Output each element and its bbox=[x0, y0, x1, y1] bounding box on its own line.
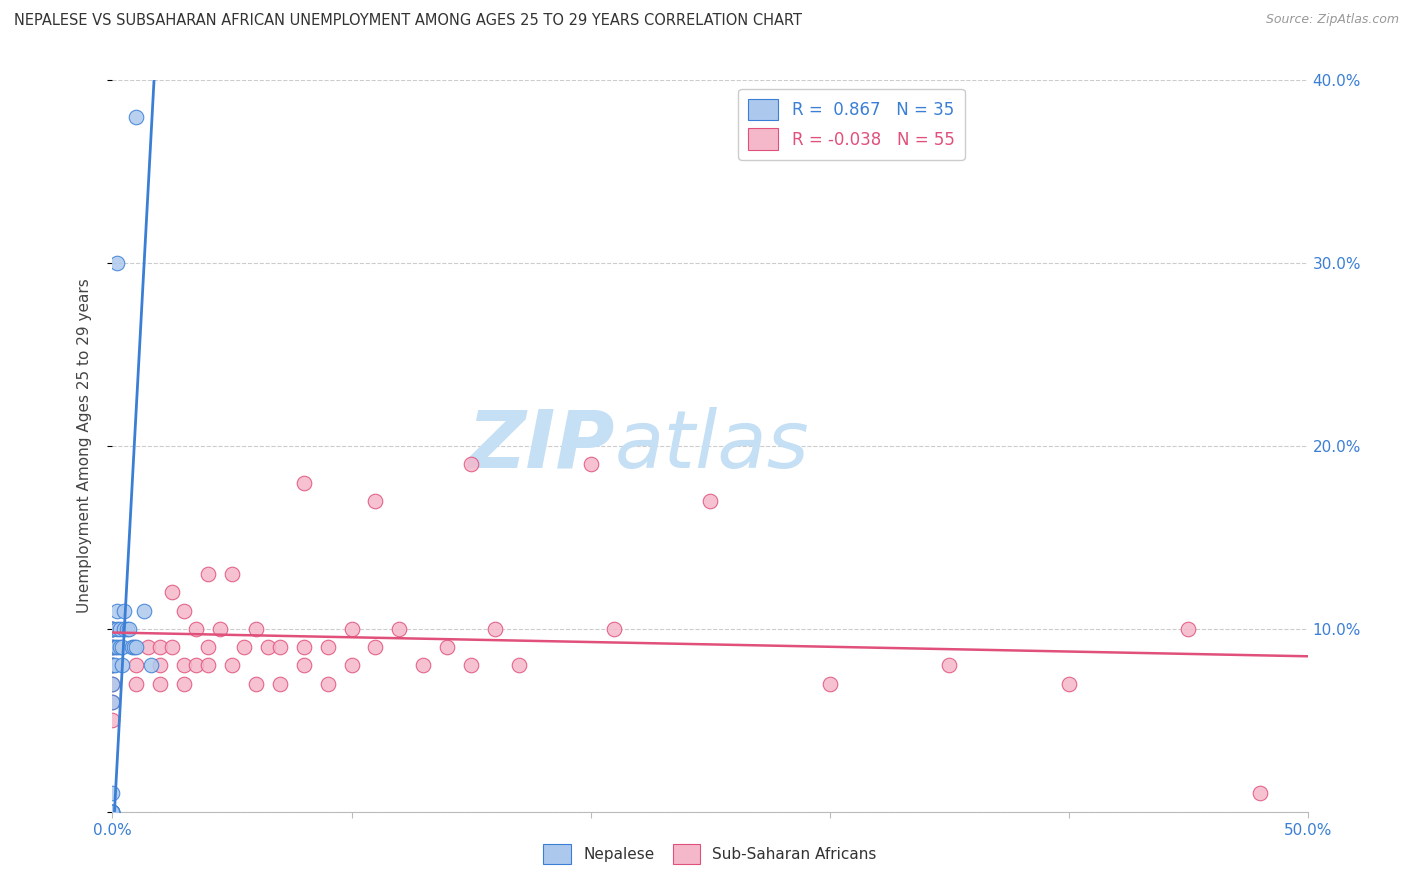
Point bbox=[101, 805, 124, 819]
Point bbox=[162, 585, 183, 599]
Point bbox=[114, 603, 135, 617]
Point bbox=[173, 676, 195, 690]
Text: atlas: atlas bbox=[614, 407, 810, 485]
Point bbox=[111, 658, 134, 673]
Point bbox=[938, 658, 960, 673]
Point bbox=[101, 622, 124, 636]
Point bbox=[232, 640, 256, 655]
Point bbox=[101, 805, 124, 819]
Point bbox=[122, 640, 145, 655]
Point bbox=[269, 640, 291, 655]
Point bbox=[138, 640, 160, 655]
Point bbox=[699, 493, 721, 508]
Point bbox=[101, 640, 124, 655]
Point bbox=[101, 805, 124, 819]
Point bbox=[208, 622, 231, 636]
Point bbox=[101, 676, 124, 690]
Point bbox=[603, 622, 626, 636]
Point bbox=[125, 658, 148, 673]
Point bbox=[108, 622, 131, 636]
Point bbox=[105, 256, 128, 270]
Y-axis label: Unemployment Among Ages 25 to 29 years: Unemployment Among Ages 25 to 29 years bbox=[77, 278, 91, 614]
Point bbox=[245, 622, 267, 636]
Point bbox=[818, 676, 841, 690]
Point bbox=[197, 640, 219, 655]
Point bbox=[460, 658, 482, 673]
Point bbox=[508, 658, 530, 673]
Point bbox=[1177, 622, 1199, 636]
Point bbox=[340, 622, 363, 636]
Point bbox=[1249, 787, 1271, 801]
Point bbox=[316, 640, 339, 655]
Point bbox=[101, 695, 124, 709]
Point bbox=[105, 640, 128, 655]
Text: NEPALESE VS SUBSAHARAN AFRICAN UNEMPLOYMENT AMONG AGES 25 TO 29 YEARS CORRELATIO: NEPALESE VS SUBSAHARAN AFRICAN UNEMPLOYM… bbox=[14, 13, 801, 29]
Point bbox=[292, 640, 315, 655]
Point bbox=[221, 658, 243, 673]
Point bbox=[101, 640, 124, 655]
Point bbox=[101, 805, 124, 819]
Point bbox=[101, 658, 124, 673]
Point bbox=[108, 640, 131, 655]
Point bbox=[105, 603, 128, 617]
Point bbox=[101, 676, 124, 690]
Point bbox=[221, 567, 243, 582]
Point bbox=[186, 658, 208, 673]
Point bbox=[364, 640, 387, 655]
Point bbox=[101, 805, 124, 819]
Point bbox=[579, 458, 602, 472]
Point bbox=[364, 493, 387, 508]
Point bbox=[104, 640, 127, 655]
Point bbox=[105, 622, 128, 636]
Point bbox=[484, 622, 506, 636]
Point bbox=[292, 658, 315, 673]
Point bbox=[197, 567, 219, 582]
Point bbox=[101, 622, 124, 636]
Point bbox=[101, 658, 124, 673]
Point bbox=[316, 676, 339, 690]
Point bbox=[173, 658, 195, 673]
Point bbox=[104, 658, 127, 673]
Point bbox=[173, 603, 195, 617]
Point bbox=[101, 640, 124, 655]
Point bbox=[186, 622, 208, 636]
Point bbox=[114, 622, 135, 636]
Point bbox=[125, 110, 148, 124]
Point bbox=[101, 714, 124, 728]
Text: Source: ZipAtlas.com: Source: ZipAtlas.com bbox=[1265, 13, 1399, 27]
Point bbox=[111, 640, 134, 655]
Point bbox=[125, 676, 148, 690]
Point bbox=[257, 640, 280, 655]
Point bbox=[149, 640, 172, 655]
Point bbox=[132, 603, 155, 617]
Point bbox=[101, 622, 124, 636]
Legend: Nepalese, Sub-Saharan Africans: Nepalese, Sub-Saharan Africans bbox=[537, 838, 883, 870]
Point bbox=[101, 695, 124, 709]
Point bbox=[101, 787, 124, 801]
Point bbox=[388, 622, 411, 636]
Point bbox=[149, 676, 172, 690]
Point bbox=[292, 475, 315, 490]
Point bbox=[149, 658, 172, 673]
Point bbox=[245, 676, 267, 690]
Point bbox=[101, 622, 124, 636]
Point bbox=[412, 658, 434, 673]
Point bbox=[1057, 676, 1080, 690]
Point bbox=[436, 640, 458, 655]
Point bbox=[115, 622, 138, 636]
Point bbox=[118, 622, 141, 636]
Text: ZIP: ZIP bbox=[467, 407, 614, 485]
Point bbox=[340, 658, 363, 673]
Point bbox=[121, 640, 143, 655]
Point bbox=[460, 458, 482, 472]
Point bbox=[125, 640, 148, 655]
Point bbox=[101, 658, 124, 673]
Point bbox=[139, 658, 162, 673]
Point bbox=[269, 676, 291, 690]
Point bbox=[197, 658, 219, 673]
Point bbox=[162, 640, 183, 655]
